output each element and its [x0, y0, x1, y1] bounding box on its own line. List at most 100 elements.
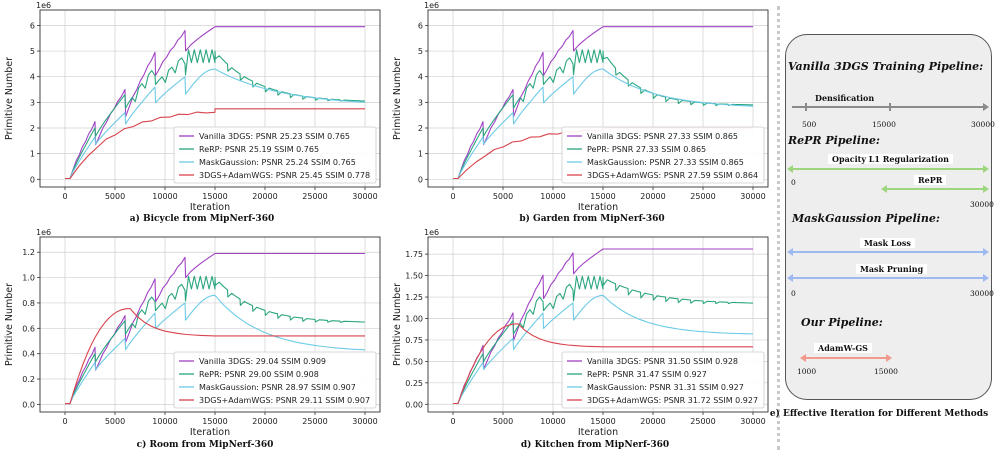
y-tick-label: 0.2: [22, 375, 35, 384]
y-tick-label: 2: [30, 124, 35, 133]
legend-entry-vanilla: Vanilla 3DGS: PSNR 25.23 SSIM 0.765: [199, 132, 350, 141]
x-tick-label: 30000: [740, 417, 765, 426]
vanilla-tick-15000: 15000: [872, 120, 896, 129]
repr-tick-0: 0: [791, 178, 796, 187]
vanilla-tick-500: 500: [802, 120, 817, 129]
legend-entry-adam: 3DGS+AdamWGS: PSNR 25.45 SSIM 0.778: [199, 171, 370, 180]
legend-box: [173, 351, 377, 409]
pipeline-panel: [785, 34, 992, 400]
x-axis-label: Iteration: [578, 427, 618, 438]
caption-bicycle: a) Bicycle from MipNerf-360: [129, 214, 275, 224]
caption-room: c) Room from MipNerf-360: [136, 440, 274, 450]
adamw-gs-bar: [800, 354, 892, 362]
chart-kitchen: 0 5000 10000 15000 20000 25000 30000 0.00 0.25 0.…: [392, 228, 769, 438]
series-line-mask: [453, 294, 754, 405]
plot-frame: [427, 236, 769, 413]
y-tick-label: 1: [30, 150, 35, 159]
y-tick-label: 4: [30, 73, 35, 82]
densification-bar: [792, 103, 989, 111]
legend-box: [561, 351, 765, 409]
caption-garden: b) Garden from MipNerf-360: [519, 214, 665, 224]
x-tick-label: 0: [450, 417, 455, 426]
x-tick-label: 25000: [690, 417, 715, 426]
y-tick-label: 0: [418, 175, 423, 184]
x-tick-label: 10000: [540, 417, 565, 426]
series-line-vanilla: [453, 26, 753, 180]
plot-frame: [39, 9, 381, 188]
series-line-mask: [65, 294, 366, 405]
ours-tick-15000: 15000: [874, 367, 898, 376]
y-tick-label: 1.50: [405, 272, 423, 281]
series-line-adam: [65, 108, 365, 180]
y-tick-label: 5: [30, 47, 35, 56]
plot-axes: 0 5000 10000 15000 20000 25000 30000 0 1 2 3 4 5 6 1e6…: [392, 1, 769, 213]
x-tick-label: 30000: [352, 192, 377, 201]
repr-tick-30000: 30000: [970, 200, 994, 209]
x-tick-label: 10000: [540, 192, 565, 201]
y-axis-label: Primitive Number: [392, 283, 403, 366]
x-tick-label: 25000: [302, 417, 327, 426]
y-tick-label: 3: [418, 98, 423, 107]
series-line-repr: [453, 275, 754, 405]
x-tick-label: 20000: [252, 417, 277, 426]
y-tick-label: 0.50: [405, 357, 423, 366]
legend-entry-vanilla: Vanilla 3DGS: 29.04 SSIM 0.909: [199, 357, 326, 366]
y-axis-label: Primitive Number: [392, 57, 403, 140]
series-line-repr: [65, 275, 366, 405]
scale-label: 1e6: [424, 228, 439, 237]
y-tick-label: 5: [418, 47, 423, 56]
y-tick-label: 1.00: [405, 314, 423, 323]
x-tick-label: 0: [450, 192, 455, 201]
y-tick-label: 0.4: [22, 350, 35, 359]
y-tick-label: 3: [30, 98, 35, 107]
x-tick-label: 0: [62, 192, 67, 201]
legend-entry-mask: MaskGaussion: PSNR 25.24 SSIM 0.765: [199, 158, 356, 167]
x-tick-label: 25000: [302, 192, 327, 201]
adamw-gs-label: AdamW-GS: [814, 343, 872, 353]
x-axis-label: Iteration: [578, 202, 618, 213]
mask-pipeline-title: MaskGaussion Pipeline:: [792, 212, 940, 225]
densification-start-marker: [805, 103, 807, 111]
mask-pruning-label: Mask Pruning: [856, 264, 928, 274]
chart-room: 0 5000 10000 15000 20000 25000 30000 0.0 0.2 0.4 0…: [4, 228, 381, 438]
x-tick-label: 15000: [202, 417, 227, 426]
legend-entry-vanilla: Vanilla 3DGS: PSNR 31.50 SSIM 0.928: [587, 357, 738, 366]
x-tick-label: 5000: [105, 417, 125, 426]
series-line-vanilla: [65, 26, 365, 180]
densification-label: Densification: [815, 93, 875, 103]
x-tick-label: 30000: [352, 417, 377, 426]
plot-axes: 0 5000 10000 15000 20000 25000 30000 0 1 2 3 4 5 6 1e6…: [4, 1, 381, 213]
legend-entry-adam: 3DGS+AdamWGS: PSNR 31.72 SSIM 0.927: [587, 396, 758, 405]
vanilla-pipeline-title: Vanilla 3DGS Training Pipeline:: [788, 60, 984, 73]
x-tick-label: 30000: [740, 192, 765, 201]
scale-label: 1e6: [36, 228, 51, 237]
x-tick-label: 20000: [640, 417, 665, 426]
series-line-adam: [65, 307, 365, 405]
x-tick-label: 20000: [640, 192, 665, 201]
legend-entry-mask: MaskGaussion: PSNR 28.97 SSIM 0.907: [199, 383, 356, 392]
legend-box: [561, 126, 765, 184]
plot-axes: 0 5000 10000 15000 20000 25000 30000 0.0 0.2 0.4 0…: [4, 228, 381, 438]
legend-entry-repr: PePR: PSNR 27.33 SSIM 0.865: [587, 145, 706, 154]
x-tick-label: 0: [62, 417, 67, 426]
x-axis-label: Iteration: [190, 427, 230, 438]
legend-entry-vanilla: Vanilla 3DGS: PSNR 27.33 SSIM 0.865: [587, 132, 738, 141]
vanilla-tick-30000: 30000: [971, 120, 995, 129]
mask-loss-bar: [787, 248, 989, 256]
y-tick-label: 0.6: [22, 324, 35, 333]
chart-garden: 0 5000 10000 15000 20000 25000 30000 0 1 2 3 4 5 6 1e6…: [392, 1, 769, 213]
scale-label: 1e6: [36, 1, 51, 10]
opacity-regularization-bar: [787, 165, 989, 173]
caption-kitchen: d) Kitchen from MipNerf-360: [520, 440, 670, 450]
y-tick-label: 1.0: [22, 274, 35, 283]
series-line-mask: [65, 68, 366, 180]
legend-entry-adam: 3DGS+AdamWGS: PSNR 27.59 SSIM 0.864: [587, 171, 758, 180]
mask-tick-30000: 30000: [970, 289, 994, 298]
pipeline-caption: e) Effective Iteration for Different Met…: [769, 409, 989, 419]
chart-bicycle: 0 5000 10000 15000 20000 25000 30000 0 1 2 3 4 5 6 1e6…: [4, 1, 381, 213]
y-tick-label: 6: [30, 21, 35, 30]
y-tick-label: 1: [418, 150, 423, 159]
y-tick-label: 0.8: [22, 299, 35, 308]
mask-loss-label: Mask Loss: [860, 238, 915, 248]
y-tick-label: 4: [418, 73, 423, 82]
